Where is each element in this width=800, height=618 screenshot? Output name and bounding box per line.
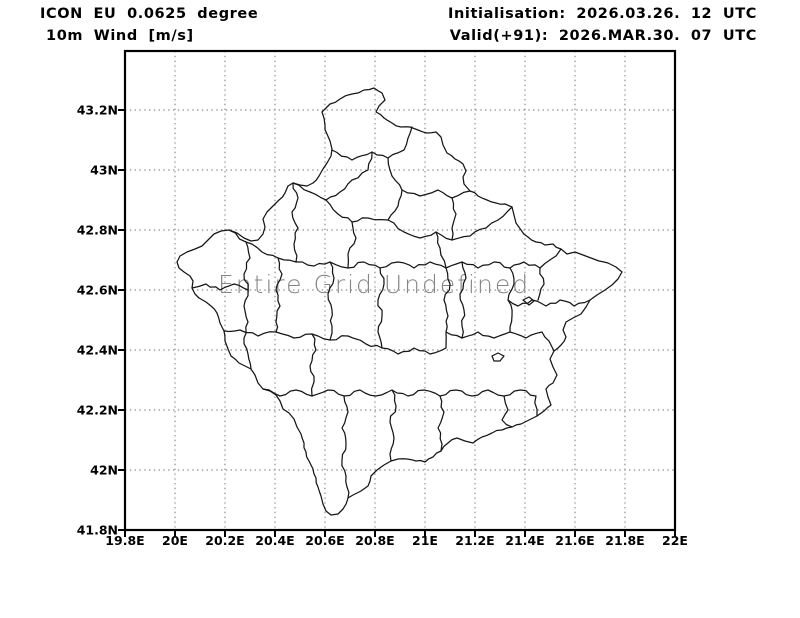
municipality-border: [331, 126, 413, 161]
municipality-border: [325, 199, 389, 223]
municipality-border: [347, 335, 383, 349]
y-tick-label: 43.2N: [76, 102, 118, 118]
y-tick-label: 42.2N: [76, 402, 118, 418]
municipality-border: [389, 389, 397, 462]
grid-lines: [125, 51, 675, 530]
kosovo-map: [176, 87, 623, 516]
variable-title: 10m Wind [m/s]: [46, 28, 194, 44]
municipality-border: [292, 151, 373, 201]
municipality-border: [223, 329, 349, 341]
municipality-border: [379, 248, 562, 269]
x-tick-label: 20.2E: [205, 533, 245, 548]
municipality-border: [377, 267, 385, 349]
valid-time: Valid(+91): 2026.MAR.30. 07 UTC: [449, 28, 757, 44]
municipality-border: [347, 221, 357, 269]
municipality-border: [262, 388, 538, 417]
y-tick-label: 41.8N: [76, 522, 118, 538]
municipality-border: [501, 395, 513, 428]
municipality-border: [522, 296, 535, 306]
municipality-border: [509, 331, 555, 352]
municipality-border: [327, 261, 335, 341]
x-tick-label: 22E: [662, 533, 688, 548]
municipality-border: [507, 299, 591, 307]
x-tick-label: 21.8E: [605, 533, 645, 548]
x-tick-label: 19.8E: [105, 533, 145, 548]
model-title: ICON EU 0.0625 degree: [40, 6, 259, 22]
y-tick-label: 42.6N: [76, 282, 118, 298]
municipality-border: [191, 283, 249, 291]
municipality-border: [437, 395, 445, 452]
x-tick-label: 21.6E: [555, 533, 595, 548]
grid-undefined-message: Entire Grid Undefined: [218, 270, 531, 299]
x-tick-label: 21.2E: [455, 533, 495, 548]
municipality-border: [443, 267, 451, 349]
municipality-border: [387, 157, 403, 221]
municipality-border: [451, 197, 457, 241]
municipality-border: [537, 267, 545, 301]
municipality-border: [381, 347, 447, 355]
municipality-border: [275, 257, 283, 333]
x-tick-label: 21E: [412, 533, 438, 548]
x-tick-label: 20.8E: [355, 533, 395, 548]
y-tick-label: 42.8N: [76, 222, 118, 238]
municipality-border: [435, 231, 447, 269]
municipality-border: [291, 182, 299, 263]
municipality-border: [309, 333, 317, 397]
axis-ticks: [118, 109, 676, 537]
y-tick-label: 42N: [90, 462, 118, 478]
y-tick-label: 42.4N: [76, 342, 118, 358]
municipality-border: [243, 241, 252, 370]
y-tick-label: 43N: [90, 162, 118, 178]
municipality-border: [341, 395, 350, 499]
municipality-border: [491, 352, 505, 362]
x-tick-label: 21.4E: [505, 533, 545, 548]
municipality-border: [401, 189, 471, 199]
municipality-border: [228, 229, 381, 269]
plot-frame: [123, 49, 677, 532]
init-time: Initialisation: 2026.03.26. 12 UTC: [448, 6, 757, 22]
x-tick-label: 20E: [162, 533, 188, 548]
municipality-border: [387, 206, 513, 241]
municipality-border: [459, 261, 467, 339]
country-outline: [176, 87, 623, 516]
x-tick-label: 20.6E: [305, 533, 345, 548]
municipality-border: [445, 331, 511, 339]
x-tick-label: 20.4E: [255, 533, 295, 548]
